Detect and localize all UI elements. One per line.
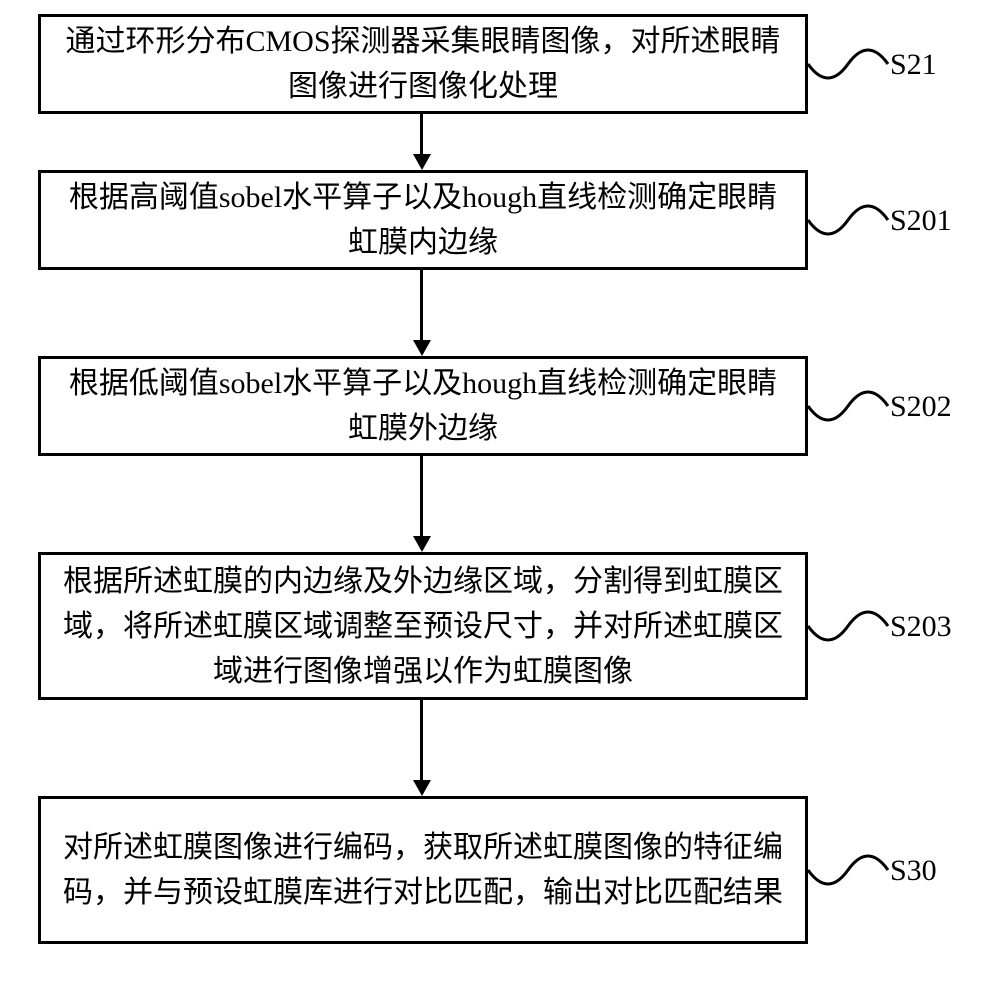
arrow-line [420, 114, 423, 154]
step-label-s203: S203 [890, 610, 952, 644]
arrow-head-icon [413, 780, 431, 796]
arrow-head-icon [413, 536, 431, 552]
step-box-s202: 根据低阈值sobel水平算子以及hough直线检测确定眼睛虹膜外边缘 [38, 356, 808, 456]
step-box-s30: 对所述虹膜图像进行编码，获取所述虹膜图像的特征编码，并与预设虹膜库进行对比匹配，… [38, 796, 808, 944]
step-label-s21: S21 [890, 48, 937, 82]
step-text-s30: 对所述虹膜图像进行编码，获取所述虹膜图像的特征编码，并与预设虹膜库进行对比匹配，… [61, 825, 785, 915]
arrow-line [420, 456, 423, 536]
arrow-line [420, 270, 423, 340]
step-box-s201: 根据高阈值sobel水平算子以及hough直线检测确定眼睛虹膜内边缘 [38, 170, 808, 270]
step-text-s203: 根据所述虹膜的内边缘及外边缘区域，分割得到虹膜区域，将所述虹膜区域调整至预设尺寸… [61, 559, 785, 694]
arrow-line [420, 700, 423, 780]
step-box-s21: 通过环形分布CMOS探测器采集眼睛图像，对所述眼睛图像进行图像化处理 [38, 14, 808, 114]
step-text-s21: 通过环形分布CMOS探测器采集眼睛图像，对所述眼睛图像进行图像化处理 [61, 19, 785, 109]
arrow-head-icon [413, 340, 431, 356]
step-text-s202: 根据低阈值sobel水平算子以及hough直线检测确定眼睛虹膜外边缘 [61, 361, 785, 451]
arrow-head-icon [413, 154, 431, 170]
step-box-s203: 根据所述虹膜的内边缘及外边缘区域，分割得到虹膜区域，将所述虹膜区域调整至预设尺寸… [38, 552, 808, 700]
step-label-s202: S202 [890, 390, 952, 424]
step-text-s201: 根据高阈值sobel水平算子以及hough直线检测确定眼睛虹膜内边缘 [61, 175, 785, 265]
flowchart-canvas: 通过环形分布CMOS探测器采集眼睛图像，对所述眼睛图像进行图像化处理 S21 根… [0, 0, 1000, 992]
step-label-s201: S201 [890, 204, 952, 238]
step-label-s30: S30 [890, 854, 937, 888]
